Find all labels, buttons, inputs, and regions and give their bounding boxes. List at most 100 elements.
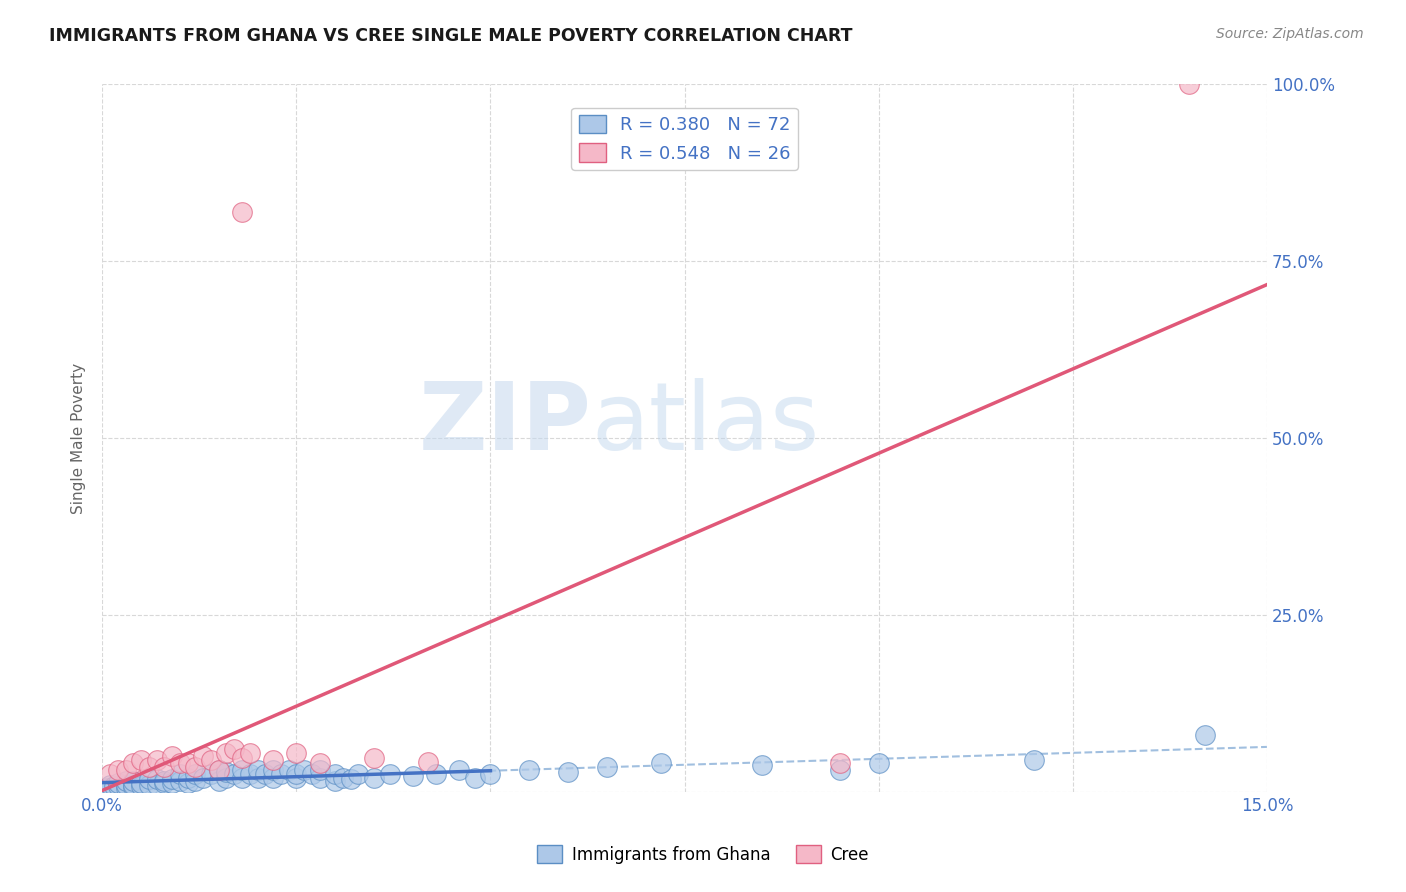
Point [262, 771, 284, 785]
Point [215, 764, 238, 779]
Point [270, 767, 292, 781]
Point [103, 779, 125, 793]
Point [323, 774, 346, 789]
Point [160, 772, 183, 786]
Point [176, 771, 198, 785]
Point [262, 764, 284, 778]
Point [98, 781, 121, 796]
Point [208, 764, 231, 778]
Point [184, 774, 207, 789]
Point [231, 204, 253, 219]
Point [138, 778, 160, 792]
Legend: R = 0.380   N = 72, R = 0.548   N = 26: R = 0.380 N = 72, R = 0.548 N = 26 [571, 108, 797, 169]
Point [449, 764, 471, 778]
Point [332, 771, 354, 785]
Point [208, 774, 231, 789]
Point [215, 771, 238, 785]
Point [138, 772, 160, 786]
Point [650, 756, 672, 771]
Text: IMMIGRANTS FROM GHANA VS CREE SINGLE MALE POVERTY CORRELATION CHART: IMMIGRANTS FROM GHANA VS CREE SINGLE MAL… [49, 27, 852, 45]
Point [292, 764, 315, 778]
Legend: Immigrants from Ghana, Cree: Immigrants from Ghana, Cree [530, 838, 876, 871]
Point [208, 764, 231, 778]
Point [160, 749, 183, 764]
Point [153, 760, 176, 774]
Point [114, 778, 136, 792]
Point [285, 767, 308, 781]
Point [169, 756, 191, 771]
Point [122, 774, 145, 789]
Point [184, 760, 207, 774]
Point [517, 764, 540, 778]
Point [114, 774, 136, 789]
Point [145, 753, 167, 767]
Text: Source: ZipAtlas.com: Source: ZipAtlas.com [1216, 27, 1364, 41]
Text: atlas: atlas [592, 378, 820, 470]
Point [215, 746, 238, 760]
Point [98, 778, 121, 792]
Point [557, 764, 579, 779]
Point [191, 771, 214, 785]
Point [285, 771, 308, 785]
Point [323, 767, 346, 781]
Point [114, 781, 136, 796]
Point [308, 771, 330, 785]
Point [200, 753, 222, 767]
Point [191, 749, 214, 764]
Point [169, 767, 191, 781]
Point [122, 780, 145, 795]
Point [868, 756, 890, 771]
Point [1022, 753, 1045, 767]
Point [153, 774, 176, 789]
Point [145, 778, 167, 792]
Point [277, 764, 299, 778]
Point [418, 755, 440, 769]
Point [596, 760, 619, 774]
Point [231, 764, 253, 778]
Point [94, 781, 117, 796]
Point [246, 764, 269, 778]
Point [239, 767, 262, 781]
Point [402, 769, 425, 783]
Point [254, 767, 277, 781]
Point [231, 771, 253, 785]
Point [129, 779, 152, 793]
Point [828, 756, 851, 771]
Point [184, 767, 207, 781]
Text: ZIP: ZIP [419, 378, 592, 470]
Point [378, 767, 401, 781]
Point [301, 767, 323, 781]
Point [138, 760, 160, 774]
Point [464, 771, 486, 785]
Point [479, 767, 502, 781]
Point [160, 776, 183, 790]
Point [308, 756, 330, 771]
Point [224, 767, 246, 781]
Point [308, 764, 330, 778]
Point [363, 771, 385, 785]
Point [339, 772, 361, 786]
Point [239, 746, 262, 760]
Point [122, 778, 145, 792]
Point [231, 750, 253, 764]
Point [285, 746, 308, 760]
Point [246, 771, 269, 785]
Point [1178, 78, 1201, 92]
Point [1194, 728, 1216, 742]
Point [224, 742, 246, 756]
Point [114, 764, 136, 778]
Point [107, 776, 129, 790]
Point [122, 756, 145, 771]
Point [828, 764, 851, 778]
Point [98, 767, 121, 781]
Point [425, 767, 447, 781]
Point [751, 757, 773, 772]
Point [145, 772, 167, 786]
Point [176, 776, 198, 790]
Point [129, 776, 152, 790]
Point [153, 776, 176, 790]
Point [129, 753, 152, 767]
Point [169, 774, 191, 789]
Point [176, 756, 198, 771]
Point [363, 750, 385, 764]
